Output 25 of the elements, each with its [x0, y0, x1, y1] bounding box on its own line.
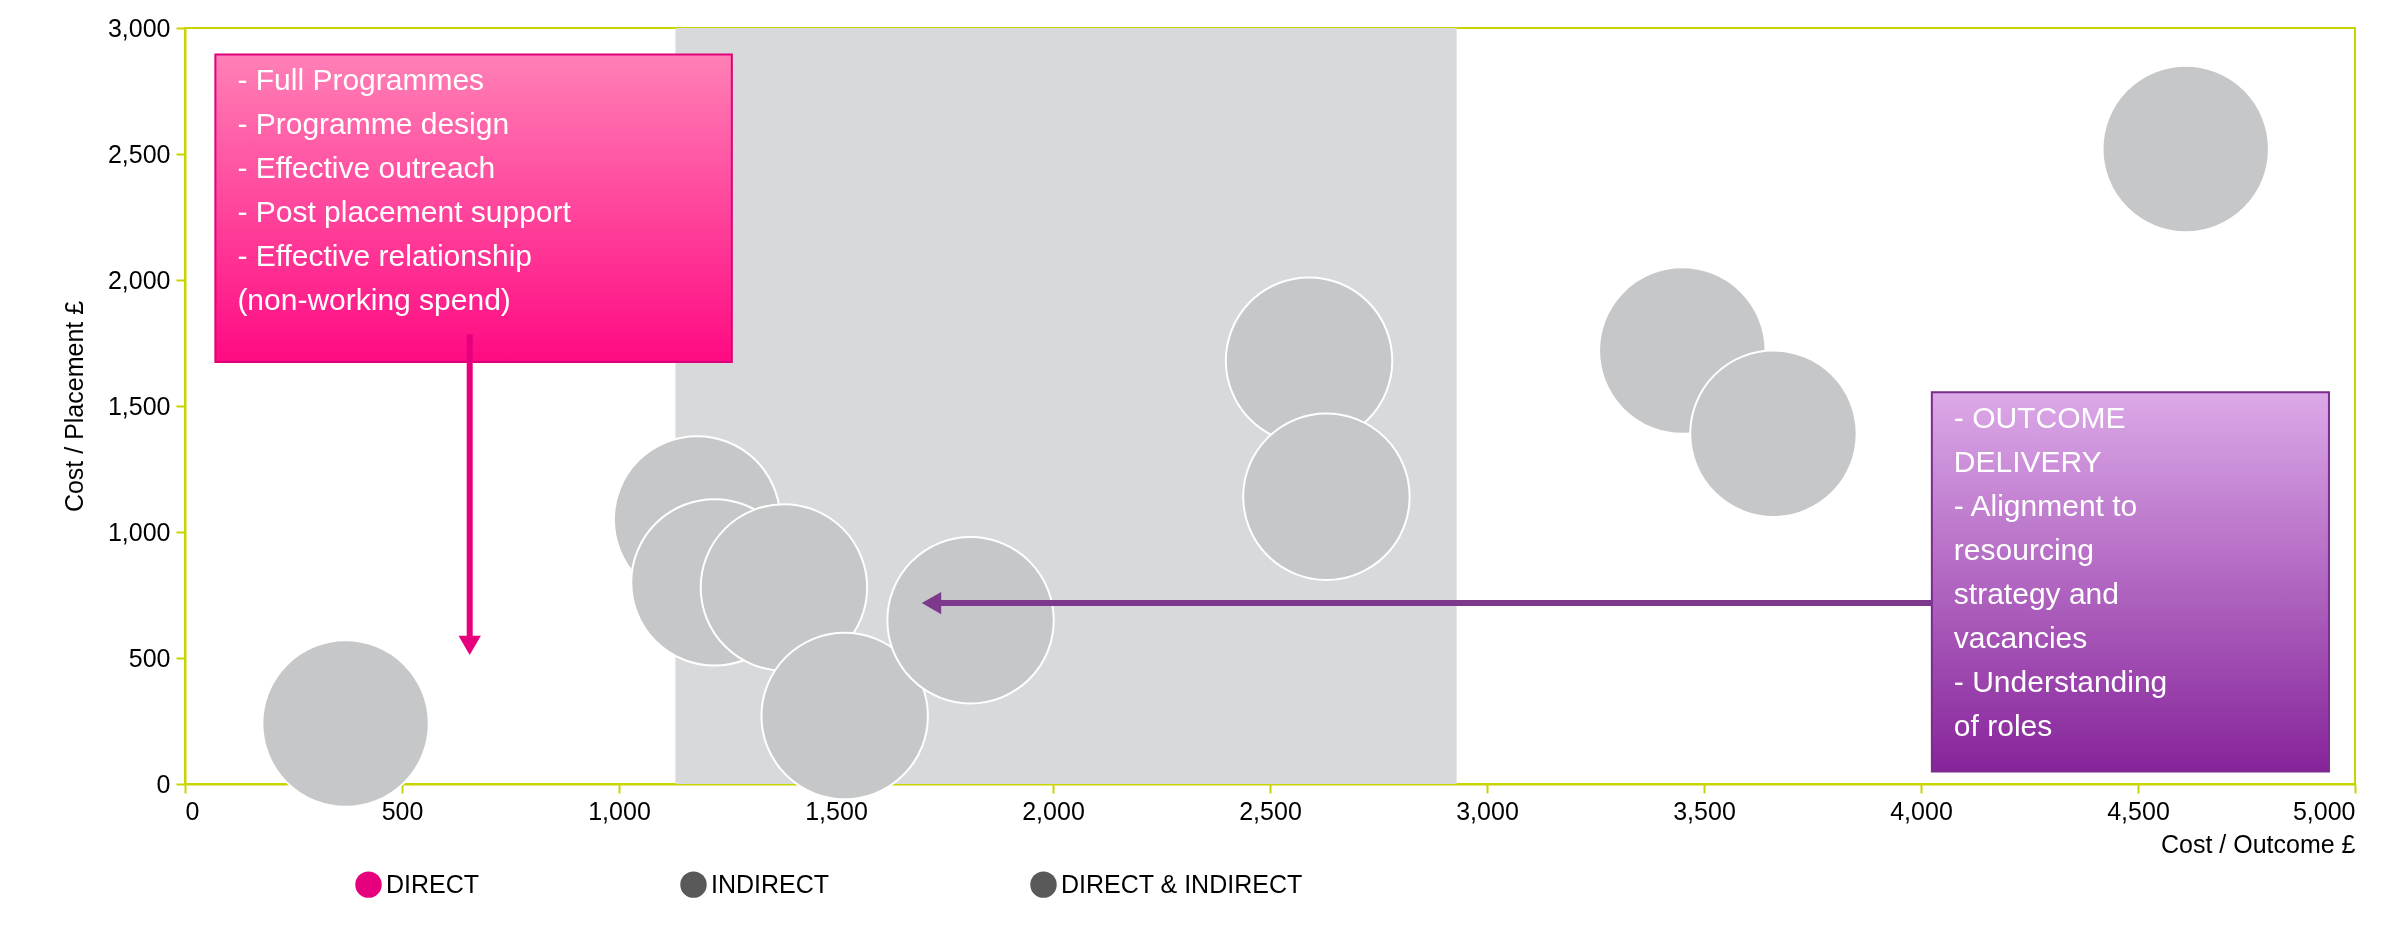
y-tick-label: 0 [156, 769, 171, 798]
x-tick-label: 500 [381, 796, 424, 825]
x-axis-title: Cost / Outcome £ [2160, 829, 2356, 858]
y-tick-label: 1,000 [107, 517, 171, 546]
legend-label: INDIRECT [711, 869, 830, 898]
annotation: - Full Programmes - Programme design - Effective outreach - Post placement support - Effective relationship (non-working spend) [237, 63, 572, 317]
y-tick-label: 3,000 [107, 13, 171, 42]
y-tick-label: 2,000 [107, 265, 171, 294]
y-tick-label: 2,500 [107, 139, 171, 168]
annotation: - OUTCOME DELIVERY - Alignment to resourcing strategy and vacancies - Understanding of roles [1953, 401, 2168, 743]
legend-label: DIRECT [386, 869, 480, 898]
x-tick-label: 4,000 [1890, 796, 1953, 825]
x-tick-label: 4,500 [2107, 796, 2170, 825]
y-axis-title: Cost / Placement £ [59, 300, 88, 513]
y-tick-label: 1,500 [107, 391, 171, 420]
legend-label: DIRECT & INDIRECT [1061, 869, 1303, 898]
x-tick-label: 0 [185, 796, 200, 825]
x-tick-label: 2,500 [1239, 796, 1302, 825]
x-tick-label: 5,000 [2292, 796, 2356, 825]
x-tick-label: 2,000 [1022, 796, 1085, 825]
x-tick-label: 3,000 [1456, 796, 1519, 825]
x-tick-label: 3,500 [1673, 796, 1736, 825]
x-tick-label: 1,000 [588, 796, 651, 825]
x-tick-label: 1,500 [805, 796, 868, 825]
y-tick-label: 500 [128, 643, 171, 672]
